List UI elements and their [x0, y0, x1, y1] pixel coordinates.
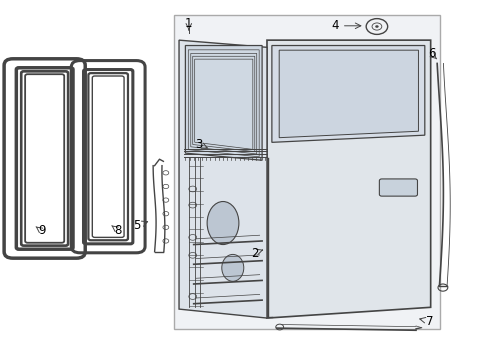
- Ellipse shape: [222, 255, 244, 281]
- Polygon shape: [185, 45, 262, 160]
- Polygon shape: [267, 40, 431, 318]
- Polygon shape: [272, 45, 425, 142]
- Ellipse shape: [207, 202, 239, 244]
- Text: 7: 7: [426, 315, 434, 328]
- Polygon shape: [179, 40, 267, 318]
- FancyBboxPatch shape: [379, 179, 417, 196]
- Text: 4: 4: [332, 19, 339, 32]
- Text: 3: 3: [195, 138, 202, 151]
- Text: 5: 5: [133, 219, 140, 233]
- Text: 6: 6: [428, 47, 436, 60]
- FancyBboxPatch shape: [174, 15, 441, 329]
- Text: 8: 8: [114, 224, 122, 237]
- Text: 1: 1: [185, 17, 193, 30]
- Text: 2: 2: [251, 247, 259, 260]
- Circle shape: [375, 26, 378, 28]
- Polygon shape: [279, 50, 418, 138]
- Text: 9: 9: [39, 224, 46, 238]
